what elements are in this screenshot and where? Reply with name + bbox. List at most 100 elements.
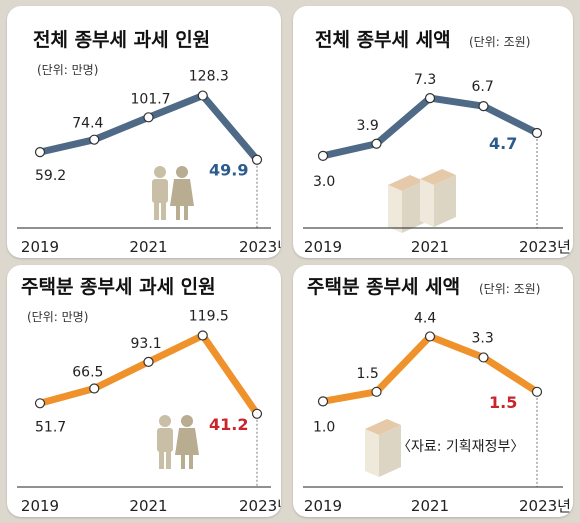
people-icon (152, 166, 194, 220)
money-top (365, 419, 401, 435)
money-top (388, 175, 424, 191)
x-tick-label: 2021 (129, 497, 167, 515)
person-body (175, 428, 199, 455)
chart-title: 전체 종부세 과세 인원 (33, 29, 210, 51)
chart-title: 주택분 종부세 과세 인원 (21, 276, 216, 298)
money-side (420, 179, 434, 227)
chart-panel-housing-taxpayers: 주택분 종부세 과세 인원 (단위: 만명) 51.7 66.5 93.1 119.5 41… (7, 265, 281, 517)
data-label: 51.7 (35, 419, 66, 435)
person-body (157, 428, 173, 452)
chart-panel-total-tax-amount: 전체 종부세 세액 (단위: 조원) 3.0 3.9 7.3 6.7 4.7 2019 2021… (293, 6, 573, 258)
series-line (319, 332, 541, 405)
chart-panel-total-taxpayers: 전체 종부세 과세 인원 (단위: 만명) 59.2 74.4 101.7 128.3 49… (7, 6, 281, 258)
data-point (89, 134, 100, 145)
data-point (371, 386, 382, 397)
person-head (159, 415, 171, 427)
data-label: 101.7 (131, 91, 171, 107)
money-top (420, 169, 456, 185)
data-point (317, 150, 329, 161)
data-label: 4.4 (414, 310, 436, 326)
data-label: 6.7 (472, 79, 494, 95)
data-point (251, 408, 263, 419)
x-tick-label: 2021 (411, 238, 449, 256)
money-stack-icon (365, 419, 401, 477)
person-leg (166, 451, 171, 469)
money-stack-icon (388, 169, 456, 233)
data-label: 119.5 (189, 309, 229, 325)
x-tick-label: 2023년 (239, 238, 281, 256)
data-label: 1.5 (357, 366, 379, 382)
data-point (197, 90, 208, 101)
data-label: 128.3 (189, 69, 229, 85)
data-point (89, 383, 100, 394)
data-label: 66.5 (72, 365, 103, 381)
data-label: 3.0 (313, 174, 335, 190)
data-point (424, 331, 436, 342)
x-tick-label: 2019 (304, 238, 342, 256)
data-label: 1.5 (489, 393, 517, 412)
chart-svg: 전체 종부세 세액 (단위: 조원) 3.0 3.9 7.3 6.7 4.7 2019 2021… (303, 29, 571, 256)
money-front (434, 175, 456, 227)
money-front (402, 181, 424, 233)
data-point (34, 147, 46, 158)
data-point (143, 356, 154, 368)
chart-panel-housing-tax-amount: 주택분 종부세 세액 (단위: 조원) 1.0 1.5 4.4 3.3 1.5 2019 202… (293, 265, 573, 517)
person-leg (184, 206, 188, 220)
data-point (531, 127, 543, 139)
chart-unit: (단위: 조원) (469, 35, 530, 49)
money-side (365, 429, 379, 477)
x-tick-label: 2019 (21, 238, 59, 256)
x-tick-label: 2021 (129, 238, 167, 256)
data-label: 3.9 (357, 118, 379, 134)
data-point (197, 330, 208, 341)
person-leg (154, 202, 159, 220)
x-tick-label: 2019 (304, 497, 342, 515)
person-leg (181, 455, 185, 469)
data-point (251, 154, 263, 165)
data-label: 93.1 (131, 336, 162, 352)
x-tick-label: 2023년 (239, 497, 281, 515)
x-tick-label: 2021 (411, 497, 449, 515)
money-front (379, 425, 401, 477)
x-tick-label: 2023년 (519, 497, 571, 515)
chart-svg: 주택분 종부세 세액 (단위: 조원) 1.0 1.5 4.4 3.3 1.5 2019 202… (303, 276, 571, 515)
data-label: 4.7 (489, 134, 517, 153)
x-tick-label: 2019 (21, 497, 59, 515)
source-note: 〈자료: 기획재정부〉 (397, 439, 524, 455)
person-leg (161, 202, 166, 220)
chart-unit: (단위: 만명) (37, 63, 98, 77)
data-label: 59.2 (35, 168, 66, 184)
chart-title: 주택분 종부세 세액 (307, 276, 460, 298)
data-point (143, 112, 154, 123)
person-body (170, 179, 194, 206)
data-point (371, 138, 382, 149)
chart-svg: 전체 종부세 과세 인원 (단위: 만명) 59.2 74.4 101.7 128.3 49… (17, 29, 281, 256)
money-side (388, 185, 402, 233)
person-leg (189, 455, 193, 469)
data-label: 1.0 (313, 419, 335, 435)
chart-title: 전체 종부세 세액 (315, 29, 451, 51)
chart-unit: (단위: 조원) (479, 282, 540, 296)
data-label: 74.4 (72, 116, 103, 132)
data-point (478, 352, 489, 363)
data-point (424, 92, 436, 104)
person-leg (176, 206, 180, 220)
person-head (154, 166, 166, 178)
data-label: 7.3 (414, 72, 436, 88)
person-head (181, 415, 193, 427)
person-leg (159, 451, 164, 469)
person-head (176, 166, 188, 178)
data-point (478, 101, 489, 112)
data-point (531, 386, 543, 397)
data-label: 3.3 (472, 330, 494, 346)
data-label: 49.9 (209, 161, 248, 180)
x-tick-label: 2023년 (519, 238, 571, 256)
person-body (152, 179, 168, 203)
data-point (317, 396, 329, 407)
chart-svg: 주택분 종부세 과세 인원 (단위: 만명) 51.7 66.5 93.1 119.5 41… (17, 276, 281, 515)
people-icon (157, 415, 199, 469)
data-point (34, 398, 46, 409)
data-label: 41.2 (209, 415, 248, 434)
chart-unit: (단위: 만명) (27, 310, 88, 324)
